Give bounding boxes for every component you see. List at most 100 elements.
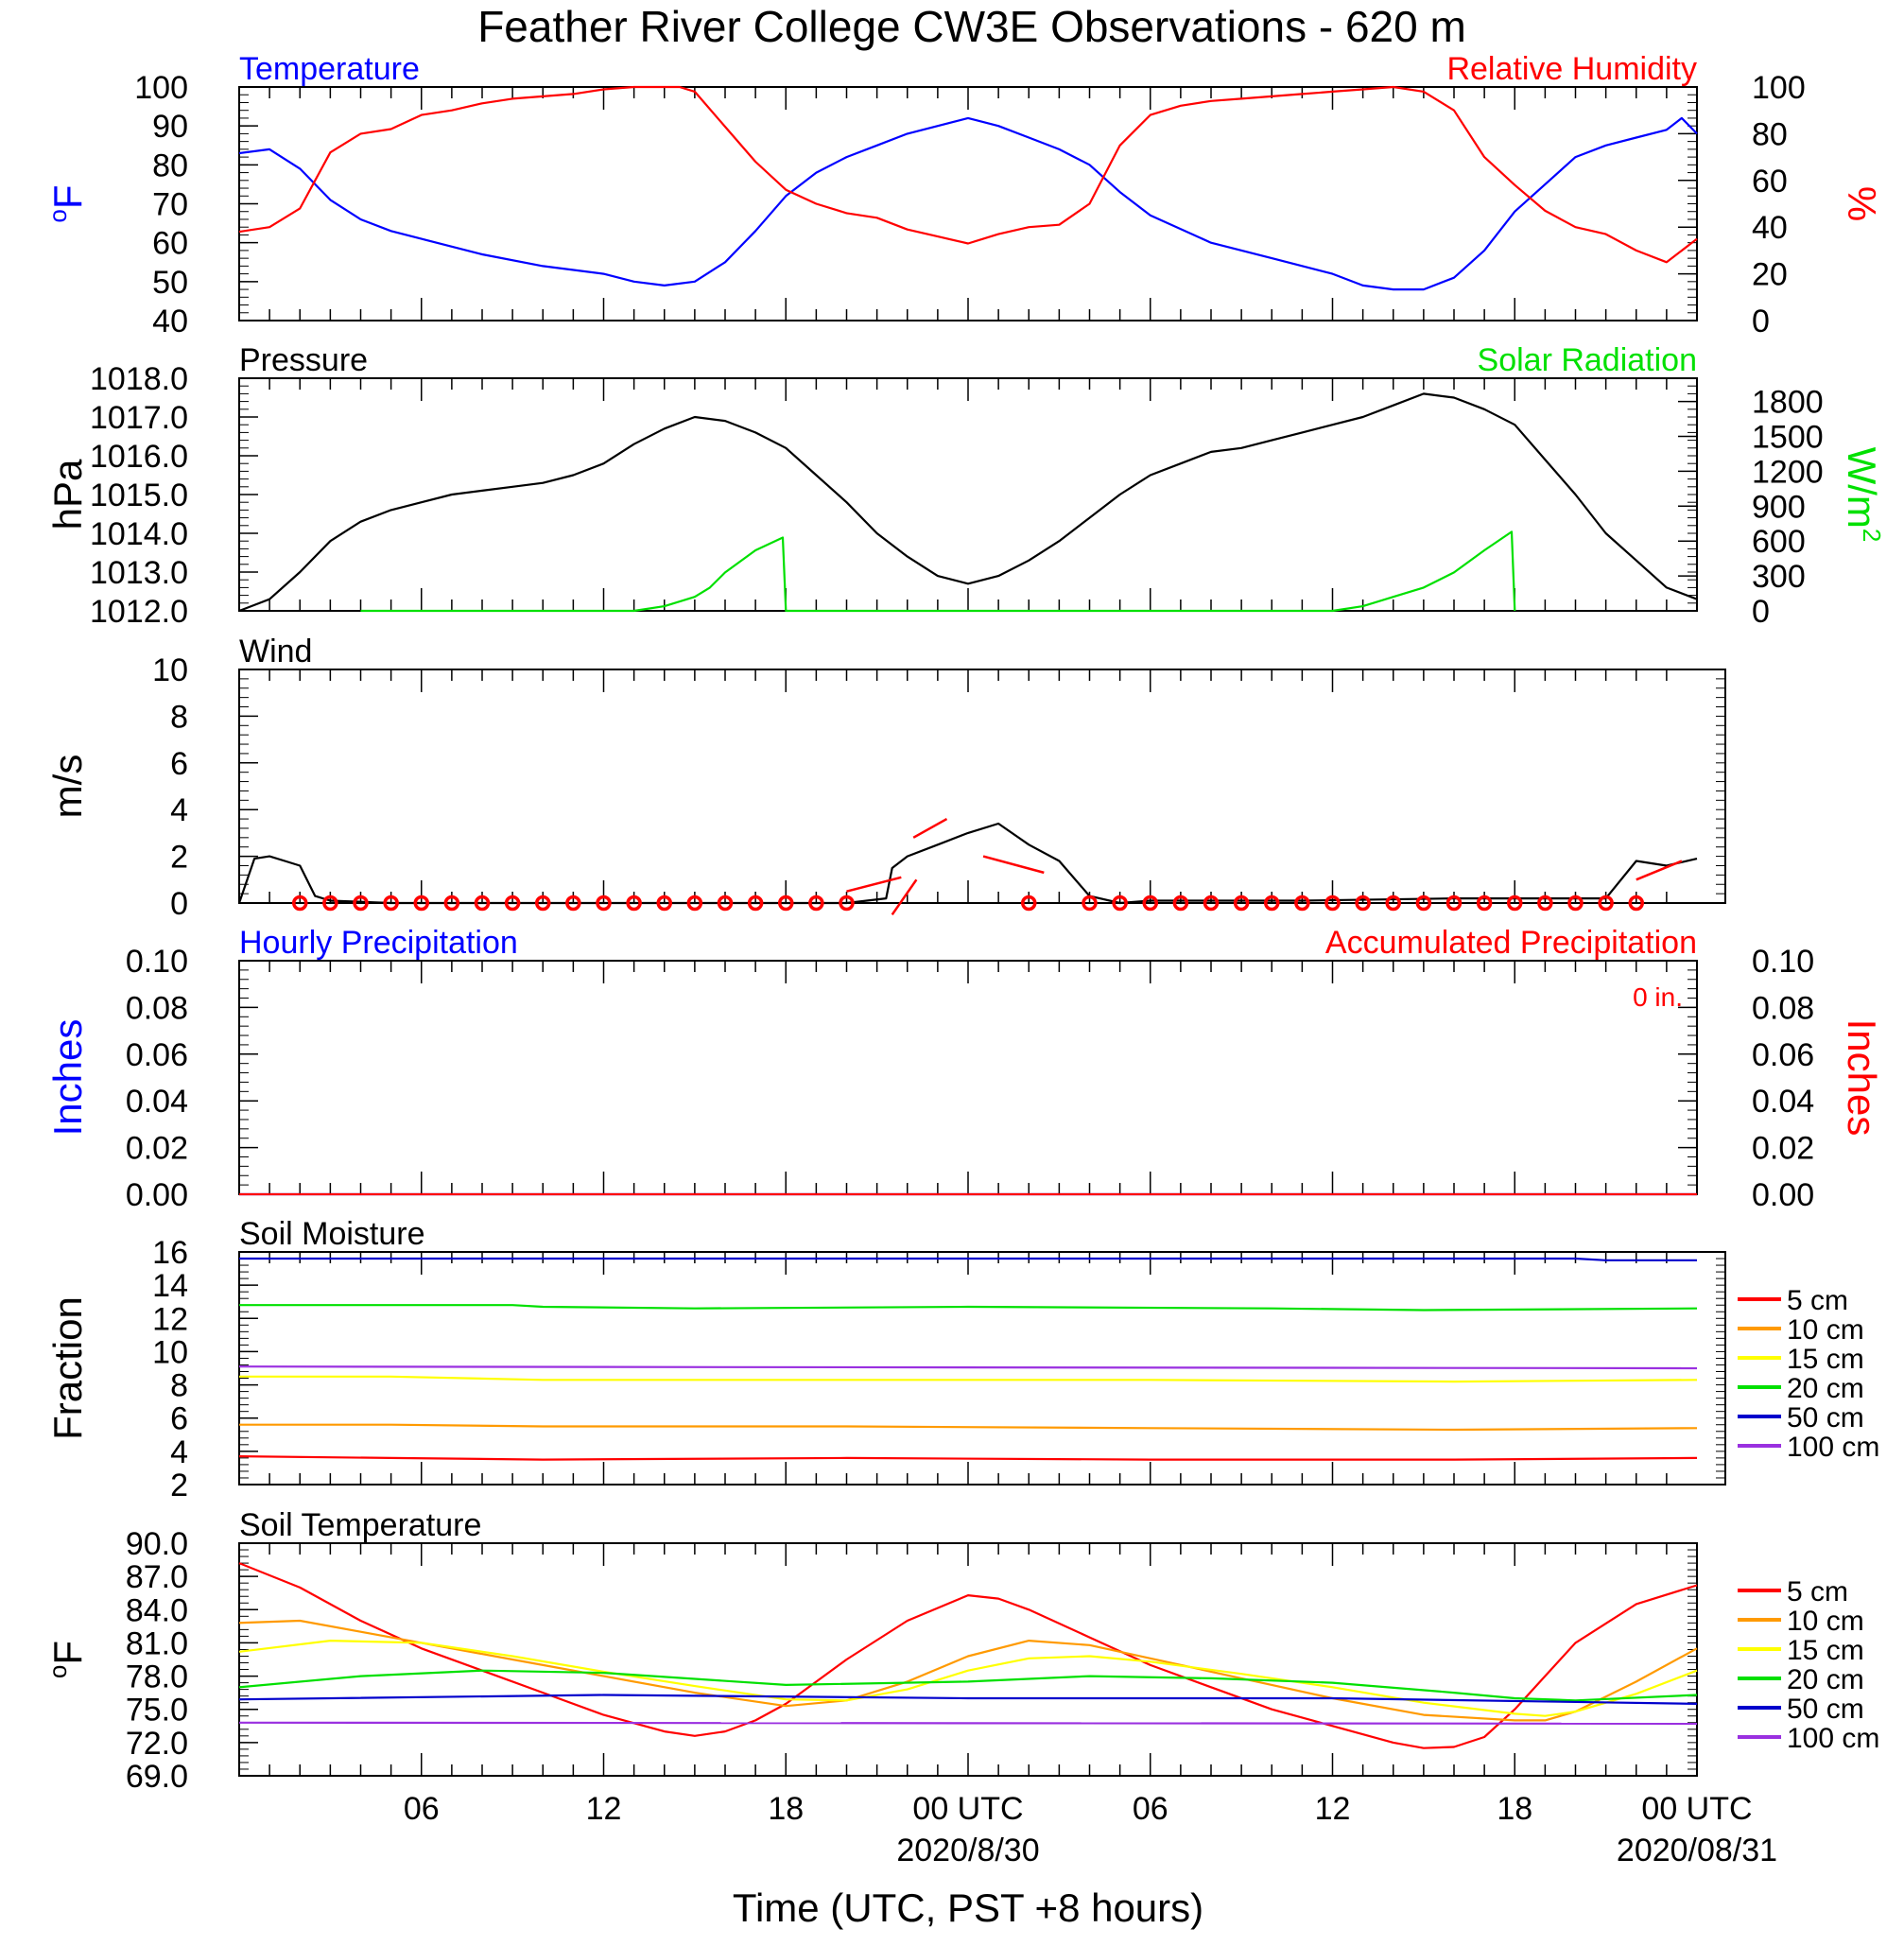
y-tick-label: 84.0: [126, 1592, 188, 1628]
legend-label: 5 cm: [1787, 1576, 1848, 1607]
series-line-15cm: [239, 1375, 1698, 1383]
y-right-axis-label: %: [1840, 186, 1884, 221]
calm-wind-marker: [1507, 895, 1523, 912]
panel-frame: [238, 1251, 1726, 1486]
panel-title-left: Pressure: [239, 342, 368, 378]
y-axis-label-sup: o: [43, 209, 72, 222]
panel-title-left: Wind: [239, 634, 312, 669]
y-tick-label: 90.0: [126, 1526, 188, 1562]
y-right-tick-label: 1500: [1752, 420, 1824, 456]
y-tick-label: 10: [152, 1334, 188, 1370]
y-tick-label: 81.0: [126, 1625, 188, 1661]
calm-wind-marker: [1445, 895, 1463, 912]
calm-wind-marker: [474, 895, 491, 912]
y-axis-label: oF: [43, 1641, 90, 1678]
legend-label: 100 cm: [1787, 1723, 1879, 1754]
y-right-axis-label: W/m2: [1840, 447, 1886, 543]
y-axis-label-main: F: [45, 1641, 90, 1665]
y-axis-label: hPa: [45, 459, 90, 530]
calm-wind-marker: [839, 895, 855, 912]
calm-wind-marker: [565, 895, 581, 912]
calm-wind-marker: [504, 895, 521, 912]
legend-label: 20 cm: [1787, 1373, 1864, 1404]
y-tick-label: 0.06: [126, 1037, 188, 1073]
calm-wind-marker: [383, 895, 399, 912]
y-right-tick-label: 40: [1752, 210, 1788, 246]
legend-label: 10 cm: [1787, 1314, 1864, 1346]
y-right-tick-label: 0.04: [1752, 1084, 1814, 1120]
y-right-tick-label: 0.02: [1752, 1131, 1814, 1167]
y-tick-label: 1017.0: [90, 400, 188, 436]
x-date-label: 2020/8/30: [896, 1833, 1039, 1868]
panel-pressure_solar: 1012.01013.01014.01015.01016.01017.01018…: [45, 342, 1886, 630]
panel-title-right: Solar Radiation: [1478, 342, 1697, 378]
calm-wind-marker: [1476, 895, 1493, 912]
y-tick-label: 1012.0: [90, 594, 188, 630]
series-line-100cm: [238, 1721, 1698, 1726]
legend-label: 50 cm: [1787, 1402, 1864, 1433]
series-line-50cm: [238, 1694, 1698, 1705]
x-tick-label: 00 UTC: [1641, 1791, 1752, 1827]
x-tick-label: 18: [768, 1791, 804, 1827]
y-tick-label: 1015.0: [90, 478, 188, 513]
y-tick-label: 70: [152, 187, 188, 223]
y-right-tick-label: 60: [1752, 164, 1788, 200]
calm-wind-marker: [626, 895, 642, 912]
y-tick-label: 40: [152, 304, 188, 339]
calm-wind-marker: [1112, 895, 1128, 912]
y-right-tick-label: 0.08: [1752, 990, 1814, 1026]
calm-wind-marker: [1142, 895, 1158, 912]
calm-wind-marker: [1233, 895, 1250, 912]
series-line-pressure_solar-1: [360, 530, 1516, 613]
legend-label: 15 cm: [1787, 1635, 1864, 1666]
y-tick-label: 10: [152, 652, 188, 688]
y-tick-label: 90: [152, 109, 188, 145]
y-tick-label: 8: [170, 699, 188, 735]
wind-barb: [1636, 860, 1683, 881]
calm-wind-marker: [1264, 895, 1280, 912]
y-tick-label: 50: [152, 265, 188, 301]
accumulation-annotation: 0 in.: [1633, 982, 1683, 1012]
legend-label: 20 cm: [1787, 1664, 1864, 1695]
y-right-axis-label-sup: 2: [1858, 529, 1886, 542]
y-right-tick-label: 1200: [1752, 454, 1824, 490]
y-tick-label: 100: [134, 70, 188, 106]
panel-title-left: Hourly Precipitation: [239, 925, 518, 961]
series-line-15cm: [238, 1639, 1698, 1717]
y-right-tick-label: 0.00: [1752, 1177, 1814, 1213]
calm-wind-marker: [778, 895, 794, 912]
y-right-tick-label: 0: [1752, 304, 1770, 339]
legend-label: 5 cm: [1787, 1285, 1848, 1316]
panel-precip: 0.00 0.02 0.04 0.06 0.08 0.10 0.00 0.02 0.04 0.06…: [45, 925, 1884, 1213]
y-tick-label: 78.0: [126, 1659, 188, 1695]
calm-wind-marker: [353, 895, 369, 912]
calm-wind-marker: [535, 895, 551, 912]
x-axis-label: Time (UTC, PST +8 hours): [733, 1885, 1203, 1930]
y-tick-label: 1014.0: [90, 516, 188, 552]
y-axis-label: Fraction: [45, 1296, 90, 1440]
y-tick-label: 1018.0: [90, 361, 188, 397]
series-line-5cm: [238, 1562, 1698, 1749]
legend-label: 10 cm: [1787, 1606, 1864, 1637]
x-tick-label: 12: [586, 1791, 622, 1827]
calm-wind-marker: [443, 895, 460, 912]
x-tick-label: 06: [1133, 1791, 1168, 1827]
y-right-tick-label: 1800: [1752, 385, 1824, 421]
series-line-10cm: [238, 1619, 1698, 1722]
y-tick-label: 0: [170, 886, 188, 922]
calm-wind-marker: [656, 895, 672, 912]
y-tick-label: 1013.0: [90, 555, 188, 591]
y-tick-label: 16: [152, 1235, 188, 1271]
calm-wind-marker: [686, 895, 703, 912]
y-axis-label: m/s: [45, 755, 90, 819]
y-right-tick-label: 600: [1752, 524, 1806, 560]
calm-wind-marker: [1415, 895, 1432, 912]
calm-wind-marker: [717, 895, 734, 912]
panel-title-left: Soil Moisture: [239, 1216, 425, 1252]
wind-barb: [982, 855, 1045, 875]
series-line-5cm: [238, 1455, 1698, 1461]
panel-title-right: Relative Humidity: [1446, 51, 1697, 87]
y-tick-label: 0.04: [126, 1084, 188, 1120]
